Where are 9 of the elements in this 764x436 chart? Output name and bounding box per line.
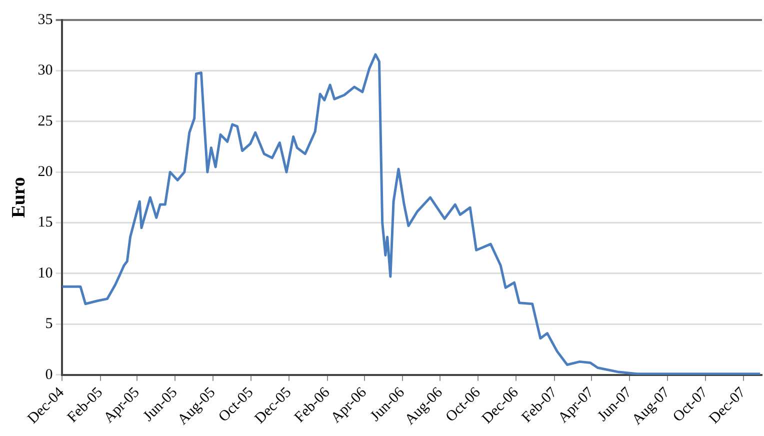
y-tick-label: 35 (38, 12, 53, 28)
y-tick-label: 10 (38, 265, 53, 282)
y-tick-label: 15 (38, 214, 53, 231)
y-tick-label: 5 (45, 316, 53, 332)
y-axis-title: Euro (8, 177, 30, 218)
y-tick-label: 25 (38, 113, 53, 130)
y-tick-label: 20 (38, 164, 53, 180)
y-tick-label: 0 (45, 366, 53, 383)
y-tick-label: 30 (38, 62, 53, 79)
